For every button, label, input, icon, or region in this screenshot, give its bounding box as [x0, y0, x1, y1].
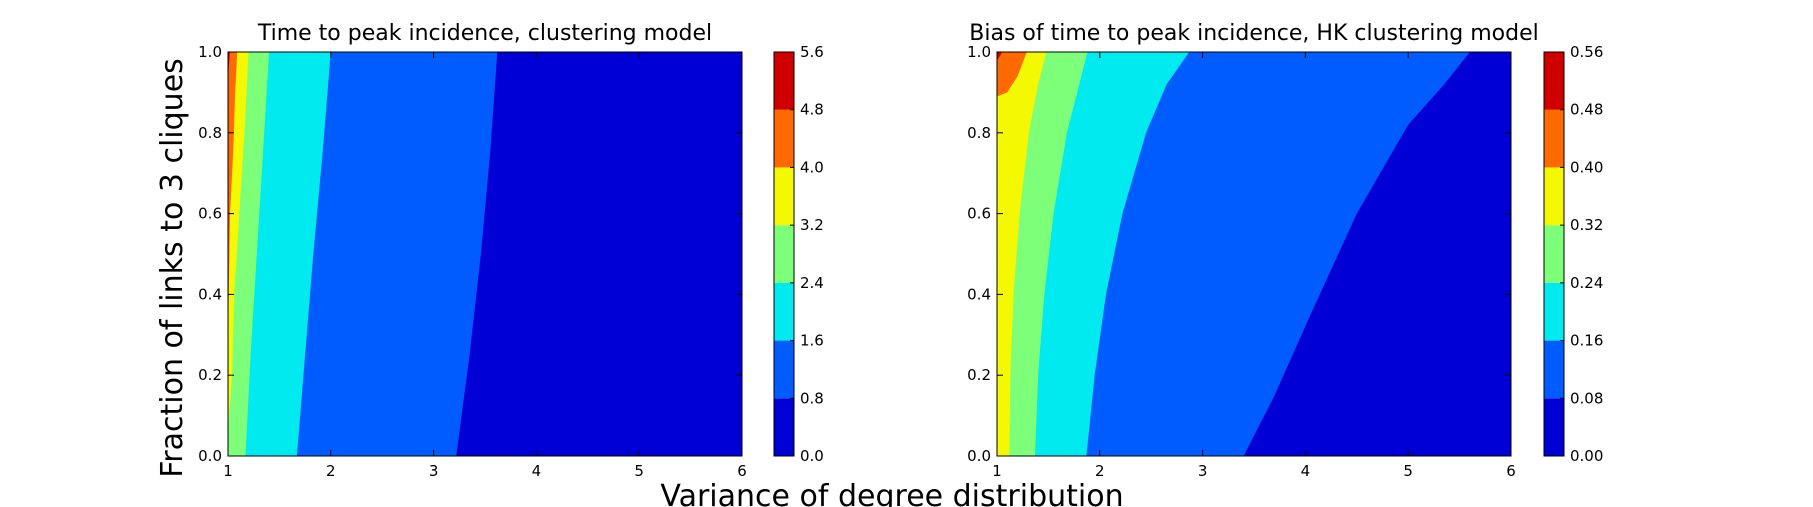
colorbar-frame: [773, 51, 795, 457]
contour-band-4: [997, 52, 1047, 456]
y-tick-label: 0.4: [198, 285, 222, 303]
y-tick-label: 0.0: [967, 447, 991, 465]
chart-title: Time to peak incidence, clustering model: [257, 21, 712, 46]
colorbar-tick-label: 4.0: [800, 158, 824, 176]
y-tick-label: 0.0: [198, 447, 222, 465]
x-tick-label: 4: [1301, 462, 1311, 480]
colorbar-frame: [1543, 51, 1565, 457]
y-tick-label: 1.0: [967, 43, 991, 61]
x-tick-label: 6: [737, 462, 747, 480]
colorbar-tick-label: 0.48: [1570, 101, 1603, 119]
x-tick-label: 1: [992, 462, 1002, 480]
colorbar-tick-label: 0.32: [1570, 216, 1603, 234]
contour-band-6: [997, 52, 1003, 61]
colorbar-segment: [1544, 52, 1564, 110]
right-panel-bias-time-to-peak: Bias of time to peak incidence, HK clust…: [967, 21, 1603, 480]
colorbar-segment: [774, 340, 794, 399]
x-tick-label: 6: [1506, 462, 1516, 480]
colorbar-segment: [774, 398, 794, 456]
colorbar-tick-label: 0.16: [1570, 332, 1603, 350]
colorbar-tick-label: 1.6: [800, 332, 824, 350]
colorbar-segment: [774, 282, 794, 341]
y-tick-label: 0.8: [198, 124, 222, 142]
y-tick-label: 1.0: [198, 43, 222, 61]
contour-band-6: [228, 52, 231, 81]
colorbar-segment: [1544, 282, 1564, 341]
x-tick-label: 2: [326, 462, 336, 480]
chart-title: Bias of time to peak incidence, HK clust…: [969, 21, 1538, 46]
y-tick-label: 0.2: [198, 366, 222, 384]
x-tick-label: 1: [223, 462, 233, 480]
x-tick-label: 3: [429, 462, 439, 480]
colorbar-segment: [1544, 167, 1564, 226]
colorbar-segment: [1544, 225, 1564, 283]
colorbar-tick-label: 0.08: [1570, 389, 1603, 407]
colorbar-tick-label: 5.6: [800, 43, 824, 61]
colorbar-tick-label: 0.00: [1570, 447, 1603, 465]
y-tick-label: 0.6: [967, 205, 991, 223]
colorbar-tick-label: 0.24: [1570, 274, 1603, 292]
x-tick-label: 3: [1198, 462, 1208, 480]
colorbar-segment: [774, 225, 794, 283]
left-panel-time-to-peak: Time to peak incidence, clustering model…: [198, 21, 824, 480]
colorbar-segment: [1544, 340, 1564, 399]
y-tick-label: 0.4: [967, 285, 991, 303]
x-tick-label: 5: [1403, 462, 1413, 480]
colorbar-segment: [774, 109, 794, 168]
figure-y-axis-label: Fraction of links to 3 cliques: [155, 58, 190, 478]
colorbar-tick-label: 0.8: [800, 389, 824, 407]
y-tick-label: 0.6: [198, 205, 222, 223]
x-tick-label: 4: [532, 462, 542, 480]
colorbar-segment: [1544, 398, 1564, 456]
x-tick-label: 2: [1095, 462, 1105, 480]
colorbar-tick-label: 3.2: [800, 216, 824, 234]
colorbar-tick-label: 0.0: [800, 447, 824, 465]
colorbar-tick-label: 0.56: [1570, 43, 1603, 61]
x-tick-label: 5: [634, 462, 644, 480]
colorbar-segment: [774, 167, 794, 226]
colorbar-tick-label: 2.4: [800, 274, 824, 292]
contour-band-5: [997, 52, 1027, 97]
plot-frame: [227, 51, 743, 457]
colorbar-segment: [1544, 109, 1564, 168]
y-tick-label: 0.8: [967, 124, 991, 142]
plot-frame: [996, 51, 1512, 457]
colorbar-segment: [774, 52, 794, 110]
colorbar-tick-label: 4.8: [800, 101, 824, 119]
contour-band-5: [228, 52, 238, 338]
colorbar-tick-label: 0.40: [1570, 158, 1603, 176]
figure-x-axis-label: Variance of degree distribution: [660, 479, 1123, 507]
y-tick-label: 0.2: [967, 366, 991, 384]
